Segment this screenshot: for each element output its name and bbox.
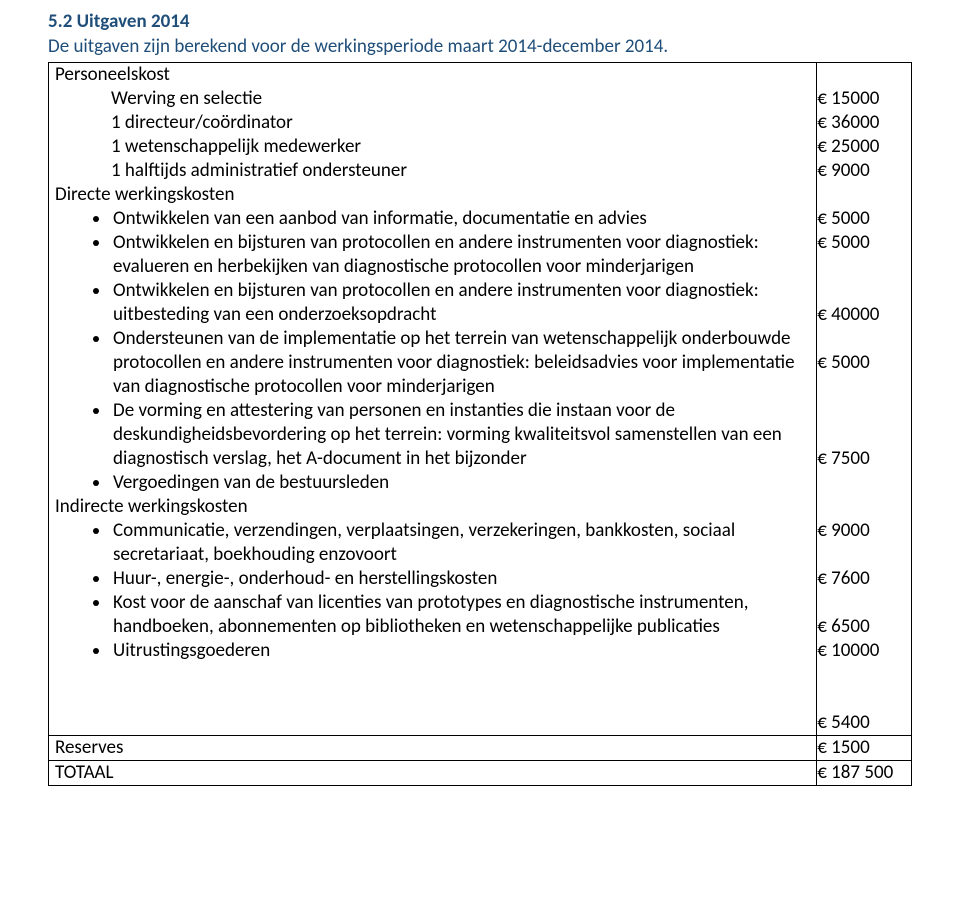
amount-blank bbox=[817, 279, 911, 303]
amount-blank bbox=[817, 591, 911, 615]
amount-blank bbox=[817, 663, 911, 687]
category-personeel: Personeelskost bbox=[49, 63, 816, 87]
amount-value: € 5400 bbox=[817, 711, 911, 735]
indirecte-item: Kost voor de aanschaf van licenties van … bbox=[111, 591, 816, 639]
desc-cell: TOTAAL bbox=[49, 761, 817, 786]
amount-blank bbox=[817, 423, 911, 447]
directe-item: Ondersteunen van de implementatie op het… bbox=[111, 327, 816, 399]
totaal-label: TOTAAL bbox=[49, 761, 816, 785]
indirecte-item: Uitrustingsgoederen bbox=[111, 639, 816, 663]
amount-blank bbox=[817, 375, 911, 399]
directe-item: De vorming en attestering van personen e… bbox=[111, 399, 816, 471]
amount-blank bbox=[817, 495, 911, 519]
amount-blank bbox=[817, 255, 911, 279]
budget-table: Personeelskost Werving en selectie 1 dir… bbox=[48, 62, 912, 786]
indirecte-item: Huur-, energie-, onderhoud- en herstelli… bbox=[111, 567, 816, 591]
amount-value: € 9000 bbox=[817, 519, 911, 543]
directe-item: Ontwikkelen en bijsturen van protocollen… bbox=[111, 231, 816, 279]
personeel-item: 1 wetenschappelijk medewerker bbox=[49, 135, 816, 159]
amount-value: € 9000 bbox=[817, 159, 911, 183]
amount-value: € 187 500 bbox=[817, 761, 893, 784]
amount-value: € 7500 bbox=[817, 447, 911, 471]
amount-cell: € 15000 € 36000 € 25000 € 9000 € 5000 € … bbox=[817, 63, 912, 736]
amount-value: € 1500 bbox=[817, 736, 869, 759]
amount-cell: € 187 500 bbox=[817, 761, 912, 786]
section-subtitle: De uitgaven zijn berekend voor de werkin… bbox=[48, 35, 912, 58]
category-indirecte: Indirecte werkingskosten bbox=[49, 495, 816, 519]
directe-item: Ontwikkelen van een aanbod van informati… bbox=[111, 207, 816, 231]
amount-blank bbox=[817, 543, 911, 567]
amount-value: € 5000 bbox=[817, 207, 911, 231]
personeel-item: Werving en selectie bbox=[49, 87, 816, 111]
amount-blank bbox=[817, 63, 911, 87]
table-row: TOTAAL € 187 500 bbox=[49, 761, 912, 786]
category-directe: Directe werkingskosten bbox=[49, 183, 816, 207]
amount-value: € 5000 bbox=[817, 351, 911, 375]
table-row: Reserves € 1500 bbox=[49, 736, 912, 761]
desc-cell: Reserves bbox=[49, 736, 817, 761]
personeel-item: 1 halftijds administratief ondersteuner bbox=[49, 159, 816, 183]
amount-value: € 15000 bbox=[817, 87, 911, 111]
directe-item: Vergoedingen van de bestuursleden bbox=[111, 471, 816, 495]
amount-value: € 6500 bbox=[817, 615, 911, 639]
amount-value: € 36000 bbox=[817, 111, 911, 135]
amount-cell: € 1500 bbox=[817, 736, 912, 761]
directe-item: Ontwikkelen en bijsturen van protocollen… bbox=[111, 279, 816, 327]
amount-blank bbox=[817, 399, 911, 423]
section-title: 5.2 Uitgaven 2014 bbox=[48, 10, 912, 33]
amount-blank bbox=[817, 687, 911, 711]
indirecte-list: Communicatie, verzendingen, verplaatsing… bbox=[49, 519, 816, 663]
amount-value: € 25000 bbox=[817, 135, 911, 159]
reserves-label: Reserves bbox=[49, 736, 816, 760]
indirecte-item: Communicatie, verzendingen, verplaatsing… bbox=[111, 519, 816, 567]
amount-value: € 7600 bbox=[817, 567, 911, 591]
personeel-item: 1 directeur/coördinator bbox=[49, 111, 816, 135]
amount-blank bbox=[817, 471, 911, 495]
amount-value: € 40000 bbox=[817, 303, 911, 327]
directe-list: Ontwikkelen van een aanbod van informati… bbox=[49, 207, 816, 495]
table-row: Personeelskost Werving en selectie 1 dir… bbox=[49, 63, 912, 736]
amount-blank bbox=[817, 183, 911, 207]
amount-value: € 5000 bbox=[817, 231, 911, 255]
amount-blank bbox=[817, 327, 911, 351]
amount-value: € 10000 bbox=[817, 639, 911, 663]
page: 5.2 Uitgaven 2014 De uitgaven zijn berek… bbox=[0, 0, 960, 806]
desc-cell: Personeelskost Werving en selectie 1 dir… bbox=[49, 63, 817, 736]
